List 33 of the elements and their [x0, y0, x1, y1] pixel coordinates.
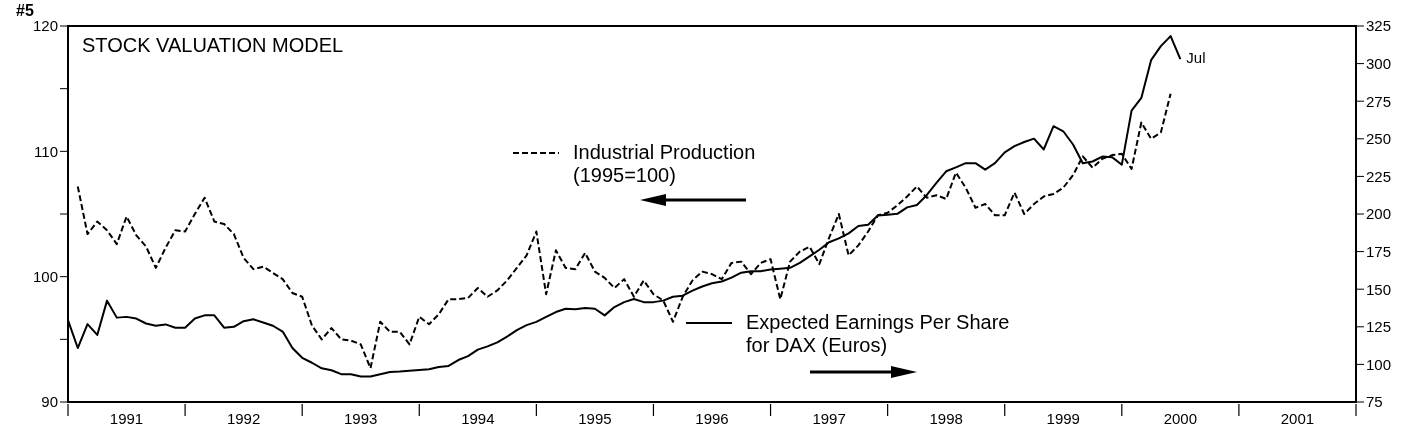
y-tick-label: 120: [32, 17, 58, 35]
y2-tick-label: 175: [1366, 242, 1392, 260]
x-tick-label: 1994: [461, 410, 495, 427]
y2-tick-label: 250: [1366, 130, 1392, 148]
x-tick-label: 1992: [226, 410, 261, 427]
x-tick-label: 1999: [1046, 410, 1080, 427]
y-tick-label: 90: [41, 393, 58, 411]
x-tick-label: 1997: [812, 410, 846, 427]
y-tick-label: 110: [34, 142, 58, 160]
x-tick-label: 1996: [695, 410, 729, 427]
y2-tick-label: 200: [1366, 205, 1392, 223]
x-tick-label: 1991: [109, 410, 144, 427]
y2-tick-label: 275: [1366, 92, 1392, 110]
y-tick-label: 100: [32, 267, 58, 285]
legend-label: Industrial Production (1995=100): [573, 141, 756, 187]
x-tick-label: 1995: [578, 410, 612, 427]
y2-tick-label: 225: [1366, 167, 1392, 185]
annotation: Jul: [1186, 49, 1206, 67]
y2-tick-label: 75: [1366, 393, 1383, 411]
y2-tick-label: 300: [1366, 54, 1392, 72]
x-tick-label: 2000: [1163, 410, 1198, 427]
line-series: [76, 92, 1172, 370]
x-tick-label: 2001: [1280, 410, 1315, 427]
text: #5: [16, 2, 34, 20]
x-tick-label: 1998: [929, 410, 963, 427]
chart-title: STOCK VALUATION MODEL: [82, 34, 344, 57]
legend-label: Expected Earnings Per Share for DAX (Euros): [746, 311, 1010, 357]
y2-tick-label: 325: [1366, 17, 1392, 35]
line-series: [68, 35, 1182, 378]
y2-tick-label: 125: [1366, 318, 1392, 336]
y2-tick-label: 100: [1366, 355, 1392, 373]
x-tick-label: 1993: [344, 410, 378, 427]
y2-tick-label: 150: [1366, 280, 1392, 298]
